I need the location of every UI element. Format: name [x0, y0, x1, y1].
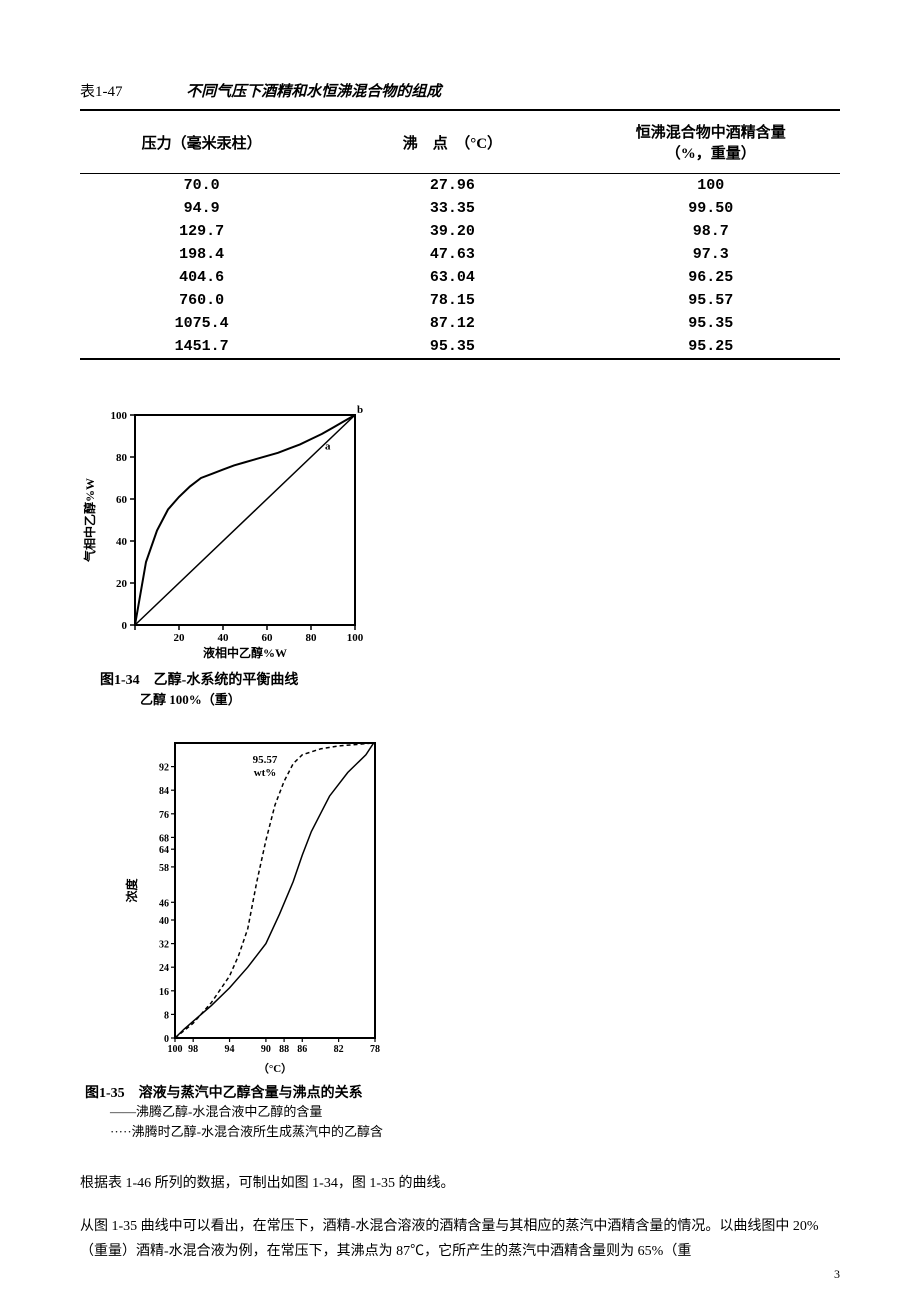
svg-text:20: 20	[174, 632, 186, 644]
para-2: 从图 1-35 曲线中可以看出，在常压下，酒精-水混合溶液的酒精含量与其相应的蒸…	[80, 1214, 840, 1264]
svg-text:100: 100	[347, 632, 364, 644]
table-cell: 27.96	[323, 174, 581, 198]
table-cell: 95.57	[582, 289, 840, 312]
svg-text:60: 60	[116, 494, 128, 506]
svg-text:80: 80	[116, 452, 128, 464]
table-row: 198.447.6397.3	[80, 243, 840, 266]
svg-text:46: 46	[159, 898, 169, 909]
svg-text:b: b	[357, 404, 363, 416]
svg-text:（°C）: （°C）	[258, 1062, 292, 1075]
table-row: 760.078.1595.57	[80, 289, 840, 312]
fig2-chart: 0816243240465864687684921009894908886827…	[120, 728, 390, 1078]
svg-text:64: 64	[159, 845, 169, 856]
table-cell: 33.35	[323, 197, 581, 220]
svg-text:wt%: wt%	[254, 767, 277, 779]
svg-text:68: 68	[159, 833, 169, 844]
svg-text:76: 76	[159, 810, 169, 821]
svg-text:95.57: 95.57	[253, 754, 278, 766]
fig1-chart: 20 40 60 80 100 0 20 40 60 80 100 a b 液相中乙醇%W 气相中乙醇%W	[80, 400, 370, 665]
figure-1-35: 0816243240465864687684921009894908886827…	[80, 728, 840, 1141]
fig1-caption: 图1-34 乙醇-水系统的平衡曲线	[100, 669, 840, 689]
svg-text:16: 16	[159, 987, 169, 998]
table-cell: 96.25	[582, 266, 840, 289]
table-cell: 198.4	[80, 243, 323, 266]
figures-area: 20406080100020406080100ab液相中乙醇%W气相中乙醇%W …	[80, 400, 840, 1141]
table-cell: 95.25	[582, 335, 840, 359]
th-bp: 沸 点 （°C）	[323, 110, 581, 174]
table-cell: 98.7	[582, 220, 840, 243]
table-label-prefix: 表1-47	[80, 84, 123, 100]
svg-text:88: 88	[279, 1044, 289, 1055]
svg-text:90: 90	[261, 1044, 271, 1055]
table-cell: 94.9	[80, 197, 323, 220]
svg-text:82: 82	[334, 1044, 344, 1055]
svg-text:80: 80	[306, 632, 318, 644]
body-text: 根据表 1-46 所列的数据，可制出如图 1-34，图 1-35 的曲线。 从图…	[80, 1171, 840, 1265]
table-cell: 97.3	[582, 243, 840, 266]
svg-text:40: 40	[116, 536, 128, 548]
svg-text:86: 86	[297, 1044, 307, 1055]
table-cell: 63.04	[323, 266, 581, 289]
table-cell: 404.6	[80, 266, 323, 289]
table-cell: 100	[582, 174, 840, 198]
table-cell: 87.12	[323, 312, 581, 335]
table-cell: 1075.4	[80, 312, 323, 335]
svg-text:40: 40	[218, 632, 230, 644]
page-number: 3	[834, 1267, 840, 1282]
table-cell: 129.7	[80, 220, 323, 243]
svg-text:32: 32	[159, 940, 169, 951]
svg-text:92: 92	[159, 763, 169, 774]
svg-text:58: 58	[159, 863, 169, 874]
svg-text:气相中乙醇%W: 气相中乙醇%W	[82, 478, 97, 563]
fig2-legend-solid: ——沸腾乙醇-水混合液中乙醇的含量	[110, 1102, 840, 1122]
table-title: 不同气压下酒精和水恒沸混合物的组成	[186, 80, 441, 101]
table-row: 1451.795.3595.25	[80, 335, 840, 359]
table-cell: 70.0	[80, 174, 323, 198]
svg-text:94: 94	[225, 1044, 235, 1055]
table-row: 129.739.2098.7	[80, 220, 840, 243]
fig2-legend-dashed: ·····沸腾时乙醇-水混合液所生成蒸汽中的乙醇含	[110, 1122, 840, 1142]
table-cell: 39.20	[323, 220, 581, 243]
fig2-caption: 图1-35 溶液与蒸汽中乙醇含量与沸点的关系	[85, 1082, 840, 1102]
table-row: 404.663.0496.25	[80, 266, 840, 289]
table-row: 1075.487.1295.35	[80, 312, 840, 335]
svg-text:100: 100	[168, 1044, 183, 1055]
table-cell: 99.50	[582, 197, 840, 220]
th-pressure: 压力（毫米汞柱）	[80, 110, 323, 174]
table-cell: 95.35	[582, 312, 840, 335]
svg-text:24: 24	[159, 963, 169, 974]
svg-text:98: 98	[188, 1044, 198, 1055]
svg-text:78: 78	[370, 1044, 380, 1055]
svg-text:100: 100	[111, 410, 128, 422]
table-cell: 760.0	[80, 289, 323, 312]
table-label-row: 表1-47 不同气压下酒精和水恒沸混合物的组成	[80, 80, 840, 101]
fig1-subcaption: 乙醇 100%（重）	[140, 689, 840, 708]
svg-text:20: 20	[116, 578, 128, 590]
table-cell: 78.15	[323, 289, 581, 312]
svg-text:a: a	[325, 441, 331, 453]
svg-text:60: 60	[262, 632, 274, 644]
svg-text:液相中乙醇%W: 液相中乙醇%W	[203, 645, 287, 660]
figure-1-34: 20406080100020406080100ab液相中乙醇%W气相中乙醇%W …	[80, 400, 840, 708]
table-row: 70.027.96100	[80, 174, 840, 198]
table-cell: 47.63	[323, 243, 581, 266]
th-content: 恒沸混合物中酒精含量 （%，重量）	[582, 110, 840, 174]
azeotrope-table: 压力（毫米汞柱） 沸 点 （°C） 恒沸混合物中酒精含量 （%，重量） 70.0…	[80, 109, 840, 360]
svg-text:40: 40	[159, 916, 169, 927]
svg-text:浓度: 浓度	[124, 878, 139, 903]
svg-text:84: 84	[159, 786, 169, 797]
table-row: 94.933.3599.50	[80, 197, 840, 220]
para-1: 根据表 1-46 所列的数据，可制出如图 1-34，图 1-35 的曲线。	[80, 1171, 840, 1196]
table-cell: 95.35	[323, 335, 581, 359]
table-cell: 1451.7	[80, 335, 323, 359]
svg-text:8: 8	[164, 1010, 169, 1021]
svg-text:0: 0	[122, 620, 128, 632]
